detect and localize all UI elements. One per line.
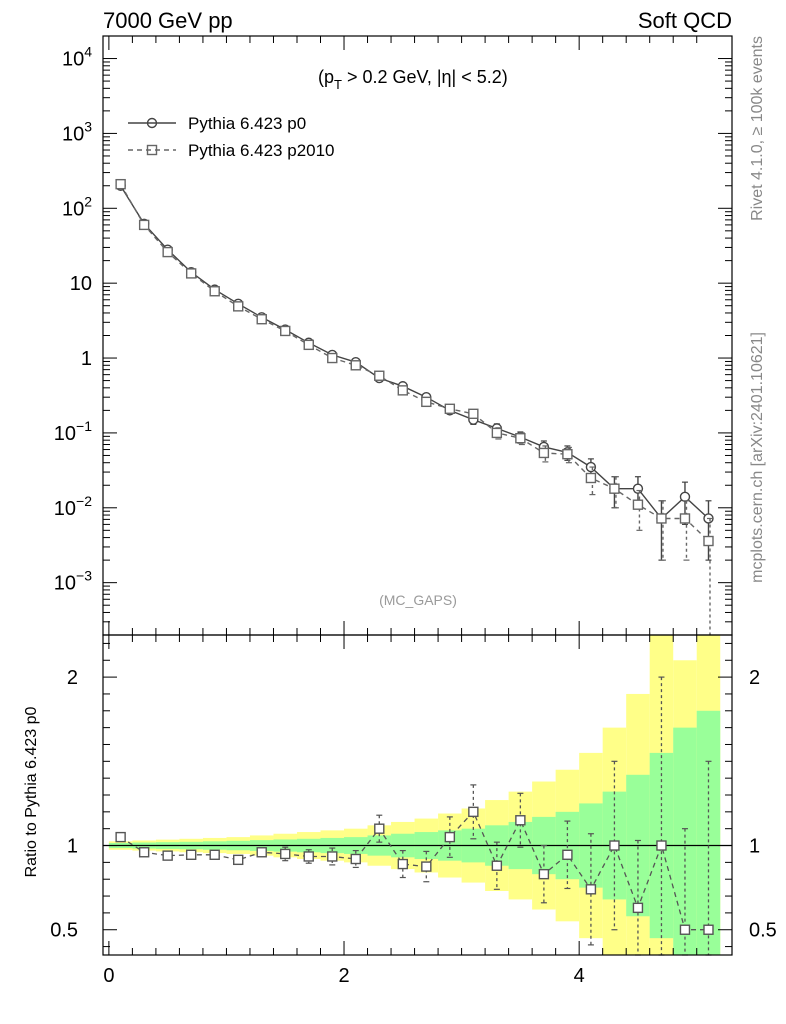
x-tick-labels: 0 2 4 bbox=[103, 965, 584, 987]
data-point-p2010 bbox=[115, 178, 126, 190]
data-point-p2010 bbox=[209, 286, 220, 297]
ratio-data-point bbox=[162, 850, 173, 861]
data-point-p2010 bbox=[703, 535, 714, 547]
ratio-data-point bbox=[444, 831, 456, 843]
inner-band-bin bbox=[696, 710, 721, 955]
ratio-frame bbox=[102, 634, 733, 956]
data-point-p2010 bbox=[562, 448, 573, 460]
ratio-data-point bbox=[115, 831, 126, 843]
data-point-p0 bbox=[679, 491, 691, 503]
x-tick-label: 0 bbox=[103, 965, 114, 987]
main-y-tick-label: 10 bbox=[70, 273, 92, 295]
ratio-data-point bbox=[609, 840, 620, 851]
data-point-p2010 bbox=[468, 408, 479, 420]
cut-annotation: (pT > 0.2 GeV, |η| < 5.2) bbox=[318, 67, 508, 92]
ratio-axis-ticks bbox=[103, 635, 732, 955]
data-point-p2010 bbox=[280, 325, 291, 337]
rivet-version-label: Rivet 4.1.0, ≥ 100k events bbox=[749, 36, 766, 221]
ratio-data-point bbox=[327, 851, 338, 862]
ratio-data-point bbox=[233, 854, 244, 866]
ratio-y-tick-label: 2 bbox=[67, 667, 78, 689]
main-y-tick-label: 104 bbox=[62, 44, 92, 71]
data-point-p2010 bbox=[538, 447, 550, 459]
main-y-tick-label: 103 bbox=[62, 118, 92, 145]
main-data-marks bbox=[115, 178, 714, 635]
data-point-p2010 bbox=[632, 499, 644, 510]
main-y-tick-label: 1 bbox=[81, 348, 92, 370]
ratio-y-tick-labels: 0.5 0.5 1 1 2 2 bbox=[50, 667, 777, 942]
main-y-tick-label: 102 bbox=[62, 193, 92, 220]
ratio-data-point bbox=[703, 924, 714, 935]
series-line-p2010 bbox=[119, 183, 709, 542]
mcplots-reference-label: mcplots.cern.ch [arXiv:2401.10621] bbox=[749, 332, 766, 583]
ratio-y-tick-label: 1 bbox=[67, 836, 78, 858]
data-point-p2010 bbox=[397, 385, 409, 396]
ratio-data-point bbox=[209, 849, 220, 860]
ratio-data-point bbox=[515, 815, 526, 826]
ratio-data-point bbox=[421, 861, 432, 872]
ratio-data-point bbox=[280, 848, 291, 860]
main-axis-ticks bbox=[103, 35, 732, 636]
ratio-data-point bbox=[585, 884, 597, 895]
data-point-p2010 bbox=[609, 483, 620, 494]
ratio-data-point bbox=[538, 868, 550, 880]
ratio-uncertainty-bands bbox=[108, 635, 721, 955]
ratio-y-tick-label-right: 2 bbox=[749, 667, 760, 689]
series-line-p0 bbox=[120, 185, 709, 520]
data-point-p2010 bbox=[303, 339, 314, 351]
ratio-data-point bbox=[562, 849, 573, 860]
data-point-p2010 bbox=[256, 314, 267, 325]
ratio-y-tick-label-right: 0.5 bbox=[749, 920, 777, 942]
x-tick-label: 4 bbox=[574, 965, 585, 987]
ratio-data-point bbox=[397, 858, 409, 870]
data-point-p2010 bbox=[491, 427, 503, 439]
data-point-p2010 bbox=[138, 219, 150, 231]
data-point-p2010 bbox=[233, 301, 244, 312]
data-point-p2010 bbox=[350, 360, 361, 371]
data-point-p2010 bbox=[374, 370, 385, 381]
data-point-p0 bbox=[632, 483, 644, 494]
ratio-data-point bbox=[374, 823, 385, 834]
process-label: Soft QCD bbox=[638, 8, 732, 33]
ratio-data-marks bbox=[115, 676, 714, 956]
data-point-p2010 bbox=[679, 513, 691, 524]
header: 7000 GeV pp Soft QCD bbox=[103, 8, 732, 33]
data-point-p2010 bbox=[327, 352, 338, 364]
legend-marker-p2010 bbox=[146, 144, 158, 156]
ratio-data-point bbox=[468, 806, 479, 818]
main-y-tick-label: 10−2 bbox=[54, 493, 92, 520]
ratio-data-point bbox=[138, 847, 150, 858]
analysis-watermark: (MC_GAPS) bbox=[379, 592, 457, 608]
ratio-data-point bbox=[679, 924, 691, 935]
legend-label-p2010: Pythia 6.423 p2010 bbox=[188, 141, 335, 160]
ratio-data-point bbox=[303, 851, 314, 862]
data-point-p2010 bbox=[162, 246, 173, 258]
data-point-p2010 bbox=[515, 432, 526, 444]
x-tick-label: 2 bbox=[338, 965, 349, 987]
data-point-p2010 bbox=[185, 268, 197, 279]
legend: Pythia 6.423 p0 Pythia 6.423 p2010 bbox=[128, 114, 335, 160]
main-y-tick-label: 10−3 bbox=[54, 568, 92, 595]
ratio-y-tick-label-right: 1 bbox=[749, 836, 760, 858]
ratio-data-point bbox=[256, 847, 267, 858]
ratio-data-point bbox=[491, 860, 503, 871]
data-point-p2010 bbox=[421, 396, 432, 408]
legend-marker-p0 bbox=[146, 117, 158, 129]
ratio-y-tick-label: 0.5 bbox=[50, 920, 78, 942]
ratio-data-point bbox=[632, 902, 644, 914]
data-point-p2010 bbox=[656, 513, 667, 524]
ratio-data-point bbox=[350, 853, 361, 865]
data-point-p2010 bbox=[444, 403, 456, 414]
main-y-tick-label: 10−1 bbox=[54, 418, 92, 445]
data-point-p2010 bbox=[585, 472, 597, 484]
ratio-data-point bbox=[185, 849, 197, 860]
legend-label-p0: Pythia 6.423 p0 bbox=[188, 114, 306, 133]
collision-label: 7000 GeV pp bbox=[103, 8, 233, 33]
ratio-data-point bbox=[656, 840, 667, 851]
ratio-y-axis-label: Ratio to Pythia 6.423 p0 bbox=[23, 707, 40, 878]
